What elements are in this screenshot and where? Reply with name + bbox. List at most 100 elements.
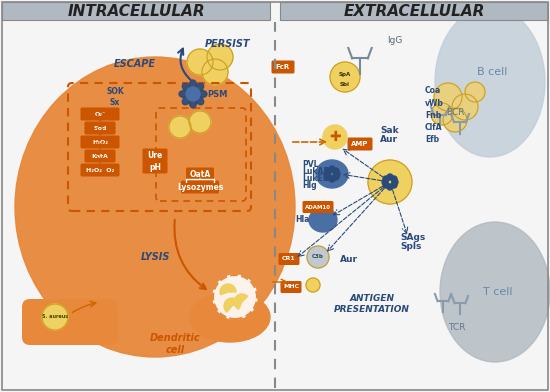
Ellipse shape: [195, 83, 204, 92]
Circle shape: [452, 94, 478, 120]
FancyBboxPatch shape: [280, 2, 548, 20]
Circle shape: [323, 125, 347, 149]
Circle shape: [465, 82, 485, 102]
FancyBboxPatch shape: [348, 138, 372, 151]
Text: H₂O₂  O₂: H₂O₂ O₂: [86, 167, 114, 172]
Text: LukED: LukED: [302, 174, 329, 183]
Text: H₂O₂: H₂O₂: [92, 140, 108, 145]
Ellipse shape: [316, 160, 348, 188]
Ellipse shape: [190, 98, 196, 108]
Text: INTRACELLULAR: INTRACELLULAR: [67, 4, 205, 18]
FancyBboxPatch shape: [278, 253, 300, 265]
Text: Hlg: Hlg: [302, 180, 317, 189]
Circle shape: [329, 176, 335, 182]
Text: OatA: OatA: [189, 169, 211, 178]
Text: pH: pH: [149, 163, 161, 172]
Text: IgG: IgG: [387, 36, 403, 45]
FancyBboxPatch shape: [186, 167, 214, 180]
Circle shape: [383, 176, 389, 182]
FancyBboxPatch shape: [142, 149, 168, 162]
FancyBboxPatch shape: [80, 163, 119, 176]
Text: MHC: MHC: [283, 285, 299, 290]
Wedge shape: [224, 298, 239, 312]
Text: Sak: Sak: [380, 125, 399, 134]
Circle shape: [42, 304, 68, 330]
Text: LYSIS: LYSIS: [140, 252, 170, 262]
Text: Aur: Aur: [340, 254, 358, 263]
Text: TCR: TCR: [448, 323, 466, 332]
Circle shape: [387, 174, 393, 180]
Text: vWb: vWb: [425, 98, 444, 107]
Text: Dendritic
cell: Dendritic cell: [150, 333, 200, 355]
Ellipse shape: [309, 208, 337, 232]
FancyBboxPatch shape: [272, 60, 294, 74]
Circle shape: [334, 171, 340, 177]
FancyBboxPatch shape: [80, 136, 119, 149]
Text: Hla: Hla: [295, 214, 309, 223]
Ellipse shape: [195, 96, 204, 105]
Circle shape: [187, 49, 213, 75]
Circle shape: [368, 160, 412, 204]
Text: ✚: ✚: [329, 130, 341, 144]
Ellipse shape: [179, 91, 189, 98]
Text: ANTIGEN
PRESENTATION: ANTIGEN PRESENTATION: [334, 294, 410, 314]
Ellipse shape: [182, 96, 191, 105]
FancyBboxPatch shape: [22, 299, 118, 345]
Text: CR1: CR1: [282, 256, 296, 261]
Text: Efb: Efb: [425, 134, 439, 143]
Text: Sbi: Sbi: [340, 82, 350, 87]
Text: SOK
Sx: SOK Sx: [106, 87, 124, 107]
FancyBboxPatch shape: [142, 160, 168, 174]
Text: Fnb: Fnb: [425, 111, 441, 120]
Circle shape: [213, 275, 257, 319]
Text: AMP: AMP: [351, 141, 368, 147]
Text: FcR: FcR: [276, 64, 290, 70]
Circle shape: [169, 116, 191, 138]
FancyBboxPatch shape: [302, 201, 333, 213]
Circle shape: [391, 182, 397, 188]
Circle shape: [202, 59, 228, 85]
Ellipse shape: [182, 83, 191, 92]
FancyBboxPatch shape: [80, 107, 119, 120]
Circle shape: [306, 278, 320, 292]
Text: Lysozymes: Lysozymes: [177, 183, 223, 192]
Text: PERSIST: PERSIST: [205, 39, 251, 49]
Text: PVL: PVL: [302, 160, 318, 169]
Circle shape: [186, 87, 200, 101]
Text: B cell: B cell: [477, 67, 507, 77]
Circle shape: [189, 111, 211, 133]
Circle shape: [434, 83, 462, 111]
Circle shape: [207, 44, 233, 70]
Circle shape: [324, 171, 330, 177]
FancyBboxPatch shape: [85, 122, 116, 134]
Circle shape: [383, 182, 389, 188]
Circle shape: [325, 174, 331, 180]
Text: KatA: KatA: [91, 154, 108, 158]
Text: Coa: Coa: [425, 85, 441, 94]
Circle shape: [431, 103, 453, 125]
FancyBboxPatch shape: [280, 281, 301, 293]
Text: ADAM10: ADAM10: [305, 205, 331, 209]
Text: T cell: T cell: [483, 287, 513, 297]
Ellipse shape: [190, 80, 196, 90]
Text: ClfA: ClfA: [425, 123, 443, 131]
Text: SpA: SpA: [339, 71, 351, 76]
Circle shape: [391, 176, 397, 182]
Circle shape: [387, 184, 393, 190]
Circle shape: [325, 168, 331, 174]
Circle shape: [333, 168, 339, 174]
Ellipse shape: [190, 292, 270, 342]
Circle shape: [329, 166, 335, 172]
Ellipse shape: [15, 57, 295, 357]
Text: LukAB: LukAB: [302, 167, 329, 176]
Text: Ure: Ure: [147, 151, 163, 160]
Circle shape: [392, 179, 398, 185]
FancyBboxPatch shape: [85, 149, 116, 163]
FancyBboxPatch shape: [181, 180, 219, 194]
Text: BCR: BCR: [446, 107, 464, 116]
Ellipse shape: [440, 222, 550, 362]
Ellipse shape: [197, 91, 207, 98]
Text: SAgs: SAgs: [400, 232, 425, 241]
Text: S. aureus: S. aureus: [42, 314, 68, 319]
Text: Sod: Sod: [94, 125, 107, 131]
